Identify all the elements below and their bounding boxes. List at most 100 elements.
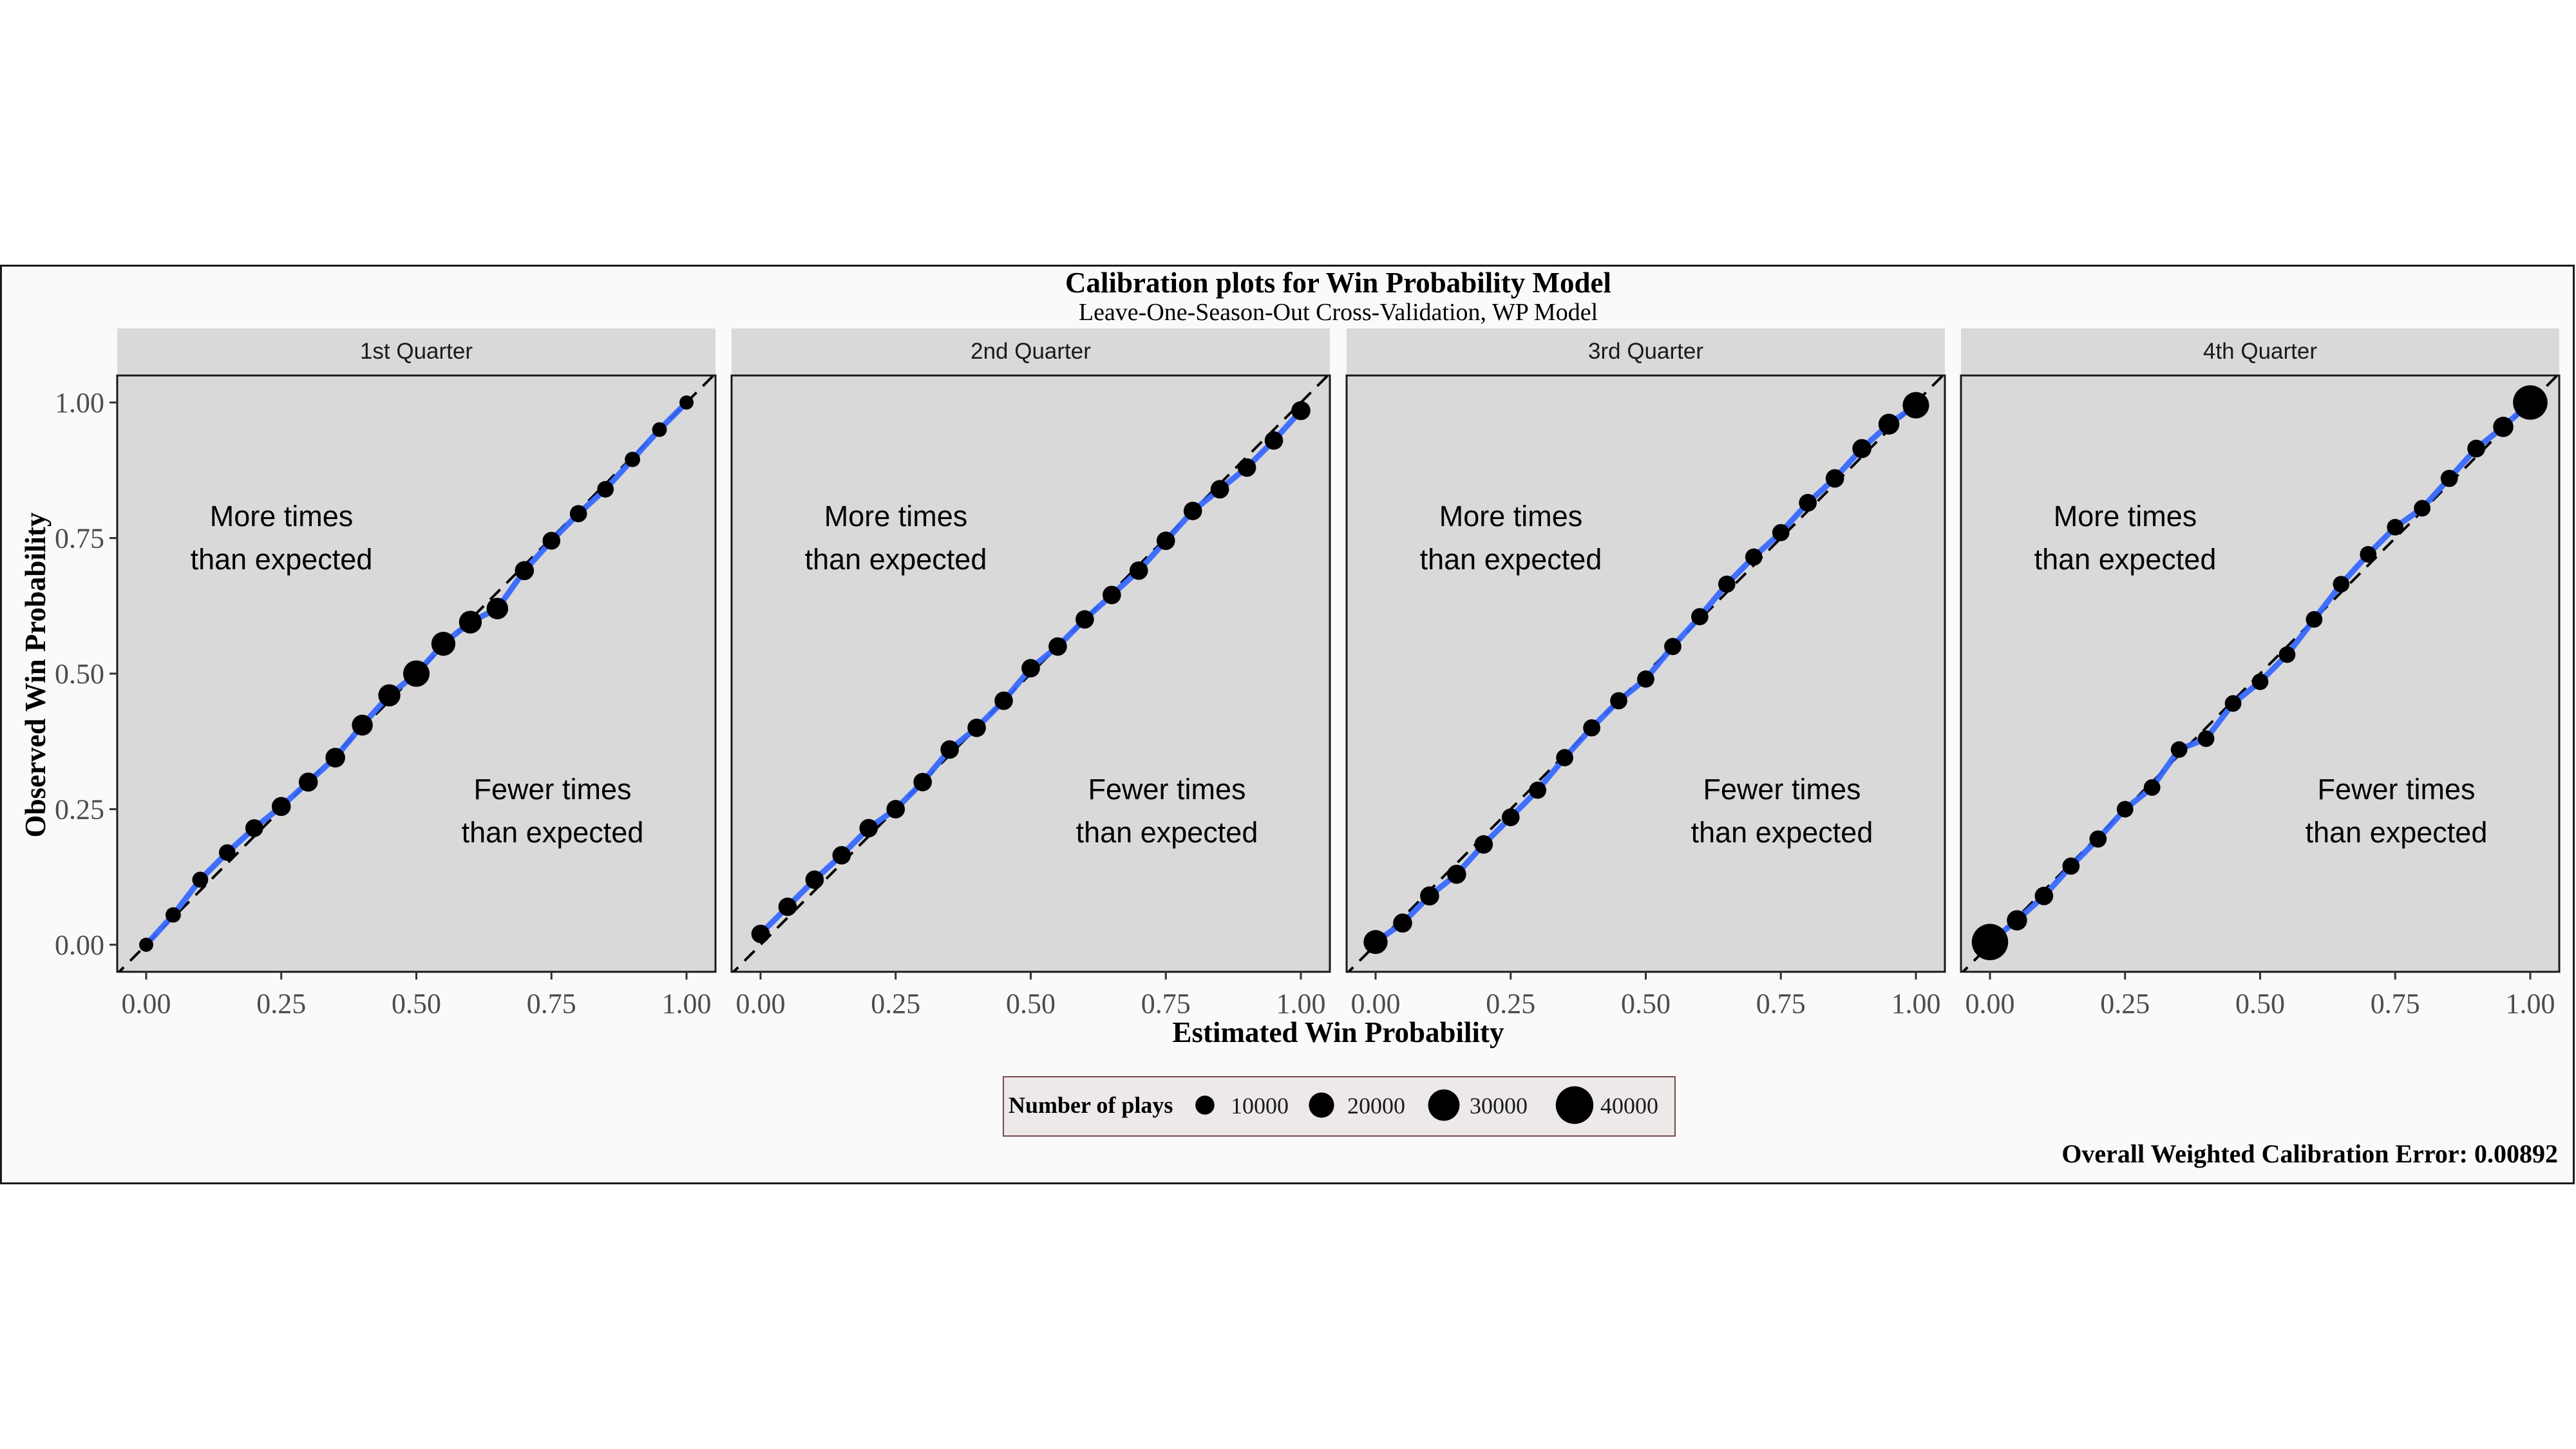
data-point (967, 718, 986, 737)
data-point (1971, 923, 2009, 961)
x-tick-label: 0.50 (392, 988, 441, 1019)
data-point (1103, 585, 1121, 605)
data-point (1501, 808, 1520, 826)
x-tick-label: 0.50 (1006, 988, 1056, 1019)
facet-panel: 4th Quarter More times than expected Fewer … (1960, 328, 2561, 1019)
data-point (166, 907, 181, 923)
data-point (1075, 610, 1094, 629)
data-point (2116, 800, 2134, 818)
x-tick-label: 0.50 (2235, 988, 2285, 1019)
data-point (2493, 417, 2514, 437)
data-point (218, 844, 236, 861)
data-point (1474, 835, 1493, 854)
annotation-more-line2: than expected (191, 543, 373, 576)
annotation-fewer-line2: than expected (2306, 816, 2488, 849)
data-point (1264, 431, 1283, 450)
x-tick-label: 0.25 (1486, 988, 1535, 1019)
data-point (2440, 469, 2458, 488)
data-point (271, 797, 291, 817)
data-point (2007, 910, 2027, 931)
facet-label: 4th Quarter (2203, 339, 2317, 364)
facet-panel: 1st Quarter More times than expected Fewer … (55, 328, 717, 1019)
data-point (378, 684, 401, 706)
data-point (352, 714, 373, 736)
data-point (2062, 857, 2080, 875)
facet-strip (1347, 328, 1945, 374)
annotation-more-line2: than expected (2034, 543, 2217, 576)
data-point (2251, 673, 2269, 690)
x-tick-label: 0.50 (1621, 988, 1671, 1019)
data-point (1664, 638, 1681, 656)
annotation-fewer-line1: Fewer times (1703, 773, 1861, 806)
data-point (652, 422, 667, 437)
data-point (1129, 561, 1148, 580)
data-point (2089, 830, 2107, 848)
data-point (1745, 548, 1763, 566)
data-point (2278, 646, 2296, 663)
data-point (139, 938, 153, 952)
data-point (2143, 779, 2161, 796)
x-tick-label: 0.25 (256, 988, 306, 1019)
data-point (886, 800, 905, 819)
data-point (1393, 913, 1412, 933)
data-point (1210, 480, 1229, 499)
data-point (1878, 413, 1900, 435)
data-point (859, 819, 878, 838)
data-point (1610, 692, 1627, 710)
legend-keys: 10000 20000 30000 40000 (1195, 1086, 1658, 1124)
annotation-more-line1: More times (1439, 500, 1583, 533)
data-point (597, 480, 614, 498)
data-point (1048, 637, 1067, 656)
annotation-more-line1: More times (824, 500, 968, 533)
data-point (1583, 719, 1600, 737)
panel-plot-area (1961, 375, 2559, 972)
data-point (515, 561, 535, 580)
facet-strip (1961, 328, 2559, 374)
x-tick-label: 0.25 (2100, 988, 2150, 1019)
calibration-error-caption: Overall Weighted Calibration Error: 0.00… (2061, 1139, 2558, 1168)
x-tick-label: 0.00 (122, 988, 171, 1019)
legend-title: Number of plays (1009, 1092, 1173, 1118)
annotation-fewer-line1: Fewer times (473, 773, 631, 806)
facet-label: 3rd Quarter (1588, 339, 1703, 364)
data-point (832, 846, 851, 865)
facet-label: 1st Quarter (360, 339, 473, 364)
annotation-fewer-line1: Fewer times (2317, 773, 2475, 806)
legend-key-label: 40000 (1600, 1093, 1658, 1119)
data-point (486, 598, 509, 620)
data-point (1637, 670, 1654, 688)
chart-title: Calibration plots for Win Probability Mo… (1065, 267, 1611, 299)
legend-key-circle (1428, 1089, 1460, 1121)
data-point (298, 772, 318, 792)
panels: 1st Quarter More times than expected Fewer … (55, 328, 2561, 1019)
data-point (459, 611, 482, 634)
data-point (1156, 531, 1175, 551)
legend-key-circle (1195, 1095, 1215, 1115)
data-point (2170, 741, 2188, 758)
facet-label: 2nd Quarter (971, 339, 1091, 364)
panel-plot-area (1347, 375, 1945, 972)
x-tick-label: 0.25 (871, 988, 920, 1019)
y-tick-label: 0.75 (55, 523, 104, 554)
data-point (1363, 930, 1388, 954)
data-point (1852, 439, 1871, 459)
x-tick-label: 0.75 (1141, 988, 1191, 1019)
data-point (2333, 576, 2350, 592)
chart-subtitle: Leave-One-Season-Out Cross-Validation, W… (1079, 299, 1598, 326)
data-point (1691, 608, 1709, 625)
data-point (778, 897, 797, 916)
data-point (1237, 458, 1256, 477)
x-tick-label: 1.00 (1891, 988, 1941, 1019)
facet-panel: 2nd Quarter More times than expected Fewer … (730, 328, 1331, 1019)
legend-key-label: 30000 (1470, 1093, 1528, 1119)
legend-key-circle (1309, 1092, 1334, 1118)
x-tick-label: 0.75 (1756, 988, 1806, 1019)
data-point (402, 660, 430, 687)
panel-plot-area (117, 375, 715, 972)
data-point (2224, 695, 2242, 712)
data-point (1799, 493, 1817, 512)
facet-strip (117, 328, 715, 374)
data-point (1183, 502, 1202, 520)
annotation-fewer-line2: than expected (1691, 816, 1873, 849)
